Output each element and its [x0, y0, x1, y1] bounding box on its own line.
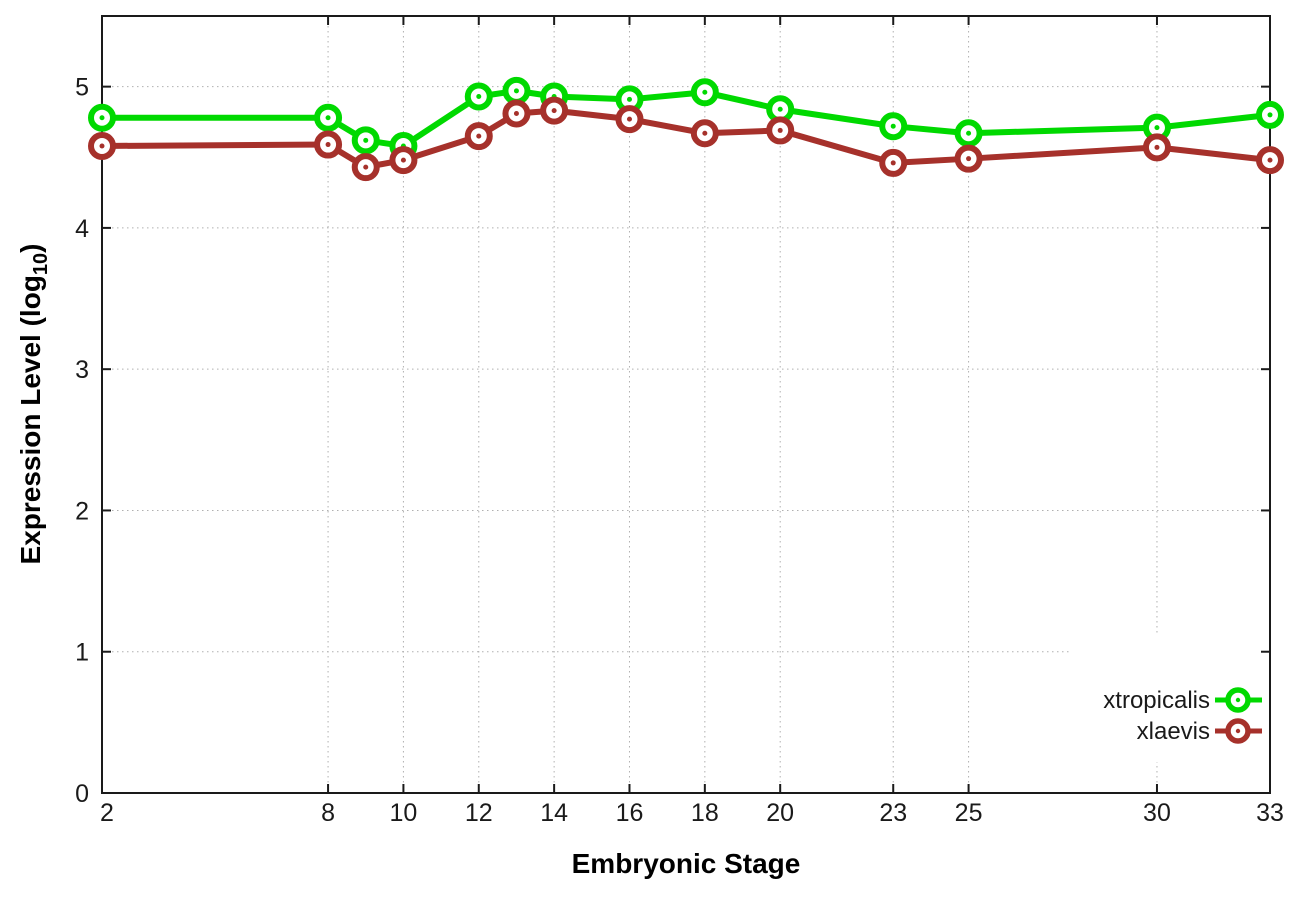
plot-border	[101, 15, 1271, 794]
data-point-center-dot-xtropicalis	[99, 115, 105, 121]
data-point-center-dot-xtropicalis	[1267, 112, 1273, 118]
data-point-center-dot-xlaevis	[513, 110, 519, 116]
data-point-center-dot-xtropicalis	[702, 89, 708, 95]
y-tick-label: 0	[75, 780, 89, 808]
legend-label-xtropicalis: xtropicalis	[1103, 687, 1210, 714]
series-line-xtropicalis	[102, 87, 1271, 149]
data-point-center-dot-xlaevis	[1154, 144, 1160, 150]
data-point-center-dot-xlaevis	[400, 157, 406, 163]
y-tick-label: 3	[75, 356, 89, 384]
x-tick-label: 10	[390, 799, 418, 827]
x-tick-label: 25	[955, 799, 983, 827]
x-tick-label: 14	[540, 799, 568, 827]
x-axis-title: Embryonic Stage	[572, 848, 801, 879]
data-point-center-dot-xlaevis	[702, 130, 708, 136]
data-point-center-dot-xtropicalis	[626, 96, 632, 102]
x-tick-label: 30	[1143, 799, 1171, 827]
x-tick-label: 33	[1256, 799, 1284, 827]
data-point-center-dot-xlaevis	[626, 116, 632, 122]
y-tick-label: 2	[75, 497, 89, 525]
data-point-center-dot-xlaevis	[777, 127, 783, 133]
y-axis-title: Expression Level (log10)	[15, 244, 52, 565]
y-tick-label: 4	[75, 215, 89, 243]
x-tick-label: 12	[465, 799, 493, 827]
legend-marker-dot-xtropicalis	[1235, 697, 1241, 703]
x-tick-label: 20	[766, 799, 794, 827]
data-point-center-dot-xlaevis	[1267, 157, 1273, 163]
data-point-center-dot-xtropicalis	[363, 137, 369, 143]
data-point-center-dot-xtropicalis	[966, 130, 972, 136]
data-point-center-dot-xtropicalis	[325, 115, 331, 121]
data-point-center-dot-xlaevis	[99, 143, 105, 149]
data-point-center-dot-xtropicalis	[1154, 125, 1160, 131]
x-tick-label: 8	[321, 799, 335, 827]
data-point-center-dot-xtropicalis	[777, 106, 783, 112]
x-tick-label: 23	[879, 799, 907, 827]
data-point-center-dot-xlaevis	[325, 142, 331, 148]
data-point-center-dot-xtropicalis	[476, 94, 482, 100]
y-tick-label: 1	[75, 639, 89, 667]
data-point-center-dot-xtropicalis	[890, 123, 896, 129]
legend-marker-dot-xlaevis	[1235, 728, 1241, 734]
data-point-center-dot-xtropicalis	[513, 88, 519, 94]
data-point-center-dot-xlaevis	[551, 108, 557, 114]
data-point-center-dot-xlaevis	[966, 156, 972, 162]
data-point-center-dot-xlaevis	[890, 160, 896, 166]
legend-label-xlaevis: xlaevis	[1137, 718, 1210, 745]
x-tick-label: 2	[100, 799, 114, 827]
x-tick-label: 16	[616, 799, 644, 827]
data-point-center-dot-xlaevis	[363, 164, 369, 170]
y-tick-label: 5	[75, 74, 89, 102]
data-point-center-dot-xlaevis	[476, 133, 482, 139]
x-tick-label: 18	[691, 799, 719, 827]
